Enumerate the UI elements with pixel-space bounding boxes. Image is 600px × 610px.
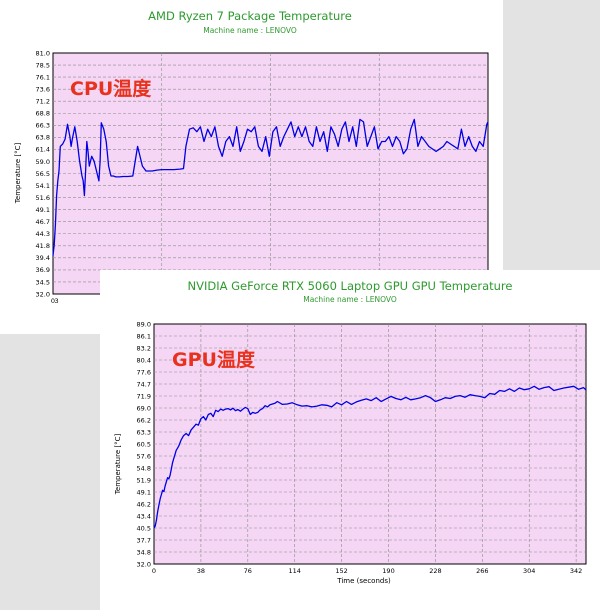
gpu-y-tick-label: 40.5: [137, 524, 151, 532]
cpu-x-tick-label: 3: [55, 297, 59, 305]
gpu-y-tick-label: 66.2: [137, 416, 151, 424]
cpu-y-tick-label: 41.8: [36, 242, 50, 250]
cpu-y-tick-label: 51.6: [36, 194, 50, 202]
gpu-x-tick-label: 342: [570, 567, 582, 575]
cpu-y-tick-label: 81.0: [36, 49, 50, 57]
cpu-chart-subtitle: Machine name : LENOVO: [203, 26, 297, 35]
cpu-y-tick-label: 78.5: [36, 61, 50, 69]
gpu-y-tick-label: 54.8: [137, 464, 151, 472]
cpu-chart-svg: AMD Ryzen 7 Package Temperature Machine …: [14, 9, 489, 305]
gpu-x-tick-label: 0: [152, 567, 156, 575]
cpu-annotation: CPU温度: [70, 77, 152, 100]
gpu-x-tick-label: 152: [335, 567, 347, 575]
gpu-y-tick-label: 51.9: [137, 476, 151, 484]
cpu-y-tick-label: 34.5: [36, 278, 50, 286]
gpu-y-tick-label: 37.7: [137, 536, 151, 544]
gpu-y-tick-label: 34.8: [137, 548, 151, 556]
gpu-y-tick-label: 60.5: [137, 440, 151, 448]
cpu-y-tick-label: 61.4: [36, 146, 50, 154]
gpu-chart-title: NVIDIA GeForce RTX 5060 Laptop GPU GPU T…: [188, 279, 513, 293]
cpu-y-tick-label: 66.3: [36, 122, 50, 130]
gpu-y-tick-label: 49.1: [137, 488, 151, 496]
cpu-y-tick-label: 54.1: [36, 182, 50, 190]
cpu-chart-title: AMD Ryzen 7 Package Temperature: [148, 9, 352, 23]
gpu-y-tick-label: 57.6: [137, 452, 151, 460]
gpu-y-tick-label: 77.6: [137, 368, 151, 376]
gpu-x-tick-label: 304: [523, 567, 535, 575]
cpu-y-tick-label: 36.9: [36, 266, 50, 274]
cpu-y-tick-label: 49.1: [36, 206, 50, 214]
gpu-y-tick-label: 43.4: [137, 512, 151, 520]
gpu-y-tick-label: 71.9: [137, 392, 151, 400]
cpu-y-tick-label: 46.7: [36, 218, 50, 226]
gpu-y-tick-label: 80.4: [137, 356, 151, 364]
gpu-y-tick-label: 32.0: [137, 560, 151, 568]
gpu-temperature-chart: NVIDIA GeForce RTX 5060 Laptop GPU GPU T…: [100, 270, 600, 610]
gpu-y-tick-label: 74.7: [137, 380, 151, 388]
gpu-x-tick-label: 76: [244, 567, 252, 575]
gpu-x-tick-label: 266: [476, 567, 488, 575]
cpu-y-tick-label: 59.0: [36, 158, 50, 166]
cpu-y-axis-label: Temperature [°C]: [14, 143, 22, 205]
gpu-y-tick-label: 83.2: [137, 344, 151, 352]
cpu-y-tick-label: 44.3: [36, 230, 50, 238]
gpu-y-tick-label: 86.1: [137, 332, 151, 340]
cpu-y-tick-label: 63.8: [36, 134, 50, 142]
gpu-x-axis-label: Time (seconds): [336, 577, 391, 585]
gpu-chart-svg: NVIDIA GeForce RTX 5060 Laptop GPU GPU T…: [114, 279, 587, 585]
cpu-y-tick-label: 73.6: [36, 85, 50, 93]
gpu-y-tick-label: 69.0: [137, 404, 151, 412]
cpu-y-tick-label: 56.5: [36, 170, 50, 178]
gpu-x-tick-label: 190: [382, 567, 394, 575]
cpu-x-tick-label: 0: [51, 297, 55, 305]
cpu-temperature-series: [52, 118, 489, 256]
gpu-x-tick-label: 38: [197, 567, 205, 575]
cpu-y-tick-label: 32.0: [36, 290, 50, 298]
cpu-temperature-chart: AMD Ryzen 7 Package Temperature Machine …: [0, 0, 503, 334]
gpu-x-tick-label: 228: [429, 567, 441, 575]
gpu-temperature-series: [153, 385, 587, 529]
gpu-y-tick-label: 89.0: [137, 320, 151, 328]
gpu-x-tick-label: 114: [288, 567, 300, 575]
cpu-y-tick-label: 68.8: [36, 110, 50, 118]
gpu-y-tick-label: 63.3: [137, 428, 151, 436]
cpu-y-tick-label: 76.1: [36, 73, 50, 81]
gpu-y-axis-label: Temperature [°C]: [114, 434, 122, 496]
gpu-chart-subtitle: Machine name : LENOVO: [303, 295, 397, 304]
cpu-y-tick-label: 39.4: [36, 254, 50, 262]
gpu-annotation: GPU温度: [172, 348, 256, 371]
cpu-y-tick-label: 71.2: [36, 98, 50, 106]
gpu-y-tick-label: 46.2: [137, 500, 151, 508]
